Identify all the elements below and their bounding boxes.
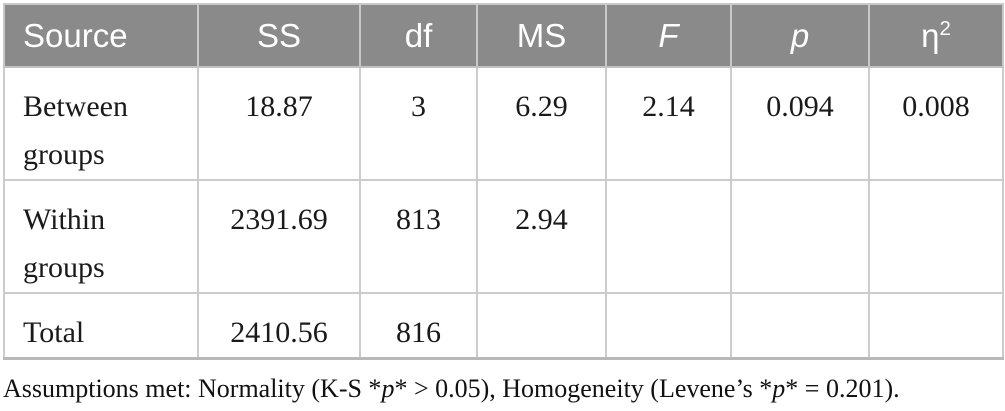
- cell-ss: 18.87: [197, 66, 361, 181]
- header-df: df: [359, 3, 478, 68]
- anova-table: Source SS df MS F p η2 Between groups 18…: [3, 3, 1004, 360]
- cell-p: [730, 292, 870, 360]
- cell-ms: 2.94: [476, 179, 607, 294]
- header-ms: MS: [476, 3, 607, 68]
- footnote-text: Assumptions met: Normality (K-S *: [3, 374, 382, 403]
- cell-p: [730, 179, 870, 294]
- table-header-row: Source SS df MS F p η2: [3, 3, 1004, 68]
- cell-df: 816: [359, 292, 478, 360]
- cell-df: 813: [359, 179, 478, 294]
- table-footnote: Assumptions met: Normality (K-S *p* > 0.…: [3, 373, 1005, 406]
- cell-ms: 6.29: [476, 66, 607, 181]
- cell-eta-squared: [868, 179, 1004, 294]
- cell-f: [605, 179, 732, 294]
- cell-ss: 2391.69: [197, 179, 361, 294]
- cell-ms: [476, 292, 607, 360]
- table-row-within-groups: Within groups 2391.69 813 2.94: [3, 179, 1004, 294]
- footnote-p-italic: p: [772, 374, 786, 403]
- cell-source: Between groups: [3, 66, 199, 181]
- cell-eta-squared: [868, 292, 1004, 360]
- cell-source: Total: [3, 292, 199, 360]
- header-f: F: [605, 3, 732, 68]
- header-ss: SS: [197, 3, 361, 68]
- footnote-p-italic: p: [381, 374, 395, 403]
- cell-f: 2.14: [605, 66, 732, 181]
- table-row-total: Total 2410.56 816: [3, 292, 1004, 360]
- cell-source: Within groups: [3, 179, 199, 294]
- footnote-text: * = 0.201).: [785, 374, 900, 403]
- table-row-between-groups: Between groups 18.87 3 6.29 2.14 0.094 0…: [3, 66, 1004, 181]
- header-p: p: [730, 3, 870, 68]
- cell-df: 3: [359, 66, 478, 181]
- cell-f: [605, 292, 732, 360]
- cell-ss: 2410.56: [197, 292, 361, 360]
- header-eta-squared: η2: [868, 3, 1004, 68]
- footnote-text: * > 0.05), Homogeneity (Levene’s *: [394, 374, 773, 403]
- cell-eta-squared: 0.008: [868, 66, 1004, 181]
- header-source: Source: [3, 3, 199, 68]
- cell-p: 0.094: [730, 66, 870, 181]
